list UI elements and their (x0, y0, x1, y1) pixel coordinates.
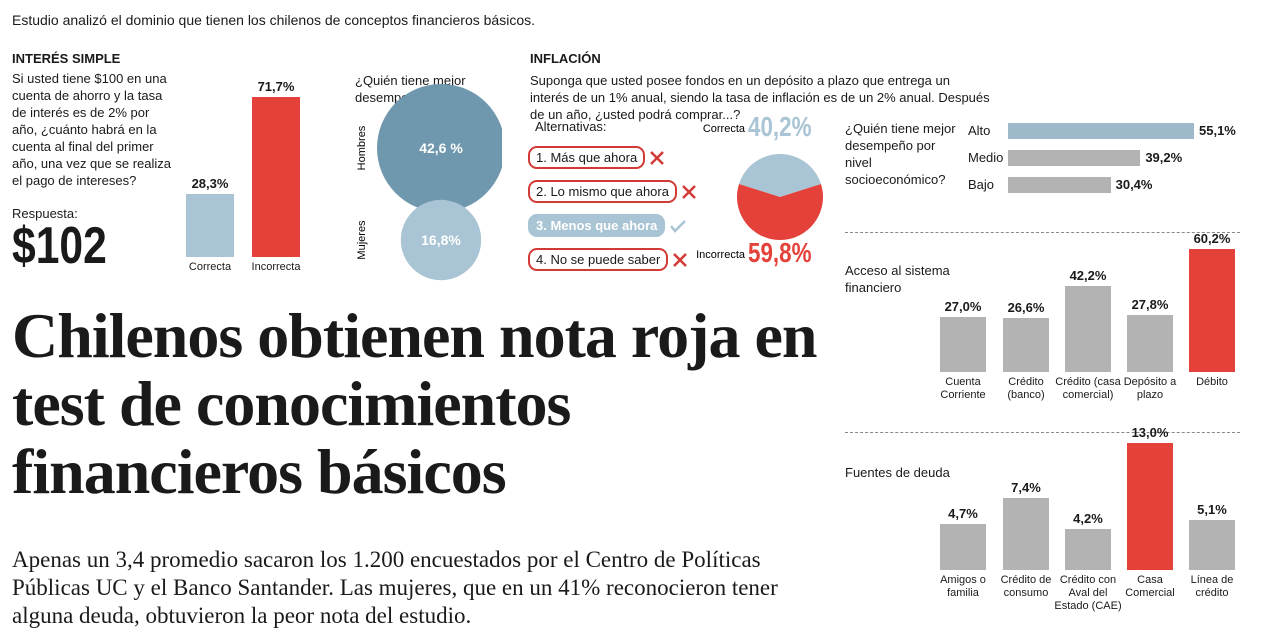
bar (1003, 317, 1049, 372)
value-label: 39,2% (1145, 150, 1183, 165)
alternative: 1. Más que ahora (528, 146, 669, 169)
category-label: Crédito (casa comercial) (1055, 376, 1121, 401)
value-label: 30,4% (1115, 177, 1153, 192)
cross-icon (682, 184, 696, 199)
category-label: Amigos o familia (940, 574, 986, 599)
value-label: 7,4% (1011, 479, 1041, 495)
bar (1003, 497, 1049, 570)
value-label: 40,2% (748, 112, 811, 143)
check-icon (670, 219, 687, 233)
category-label: Correcta (703, 123, 746, 135)
category-label: Bajo (968, 177, 995, 192)
bar (940, 524, 986, 570)
category-label: Incorrecta (251, 261, 301, 273)
bar (1065, 528, 1111, 570)
bar (1008, 150, 1141, 166)
bar (1065, 285, 1111, 372)
value-label: 13,0% (1131, 425, 1169, 440)
category-label: Crédito con Aval del Estado (CAE) (1054, 574, 1122, 612)
bar (186, 193, 234, 257)
bubble (377, 84, 502, 212)
value-label: 42,6 % (419, 140, 463, 156)
pie-slice (737, 183, 823, 240)
category-label: Crédito de consumo (1000, 574, 1052, 599)
alternative: 4. No se puede saber (528, 248, 692, 271)
value-label: 42,2% (1069, 267, 1107, 283)
category-label: Hombres (356, 125, 368, 170)
alternative-label: 2. Lo mismo que ahora (528, 180, 677, 203)
alternative-label: 3. Menos que ahora (528, 214, 666, 237)
category-label: Débito (1196, 376, 1228, 388)
value-label: 55,1% (1199, 123, 1236, 138)
bar (1189, 520, 1235, 570)
chart-title: Acceso al sistema financiero (845, 263, 950, 295)
value-label: 26,6% (1007, 299, 1045, 315)
category-label: Depósito a plazo (1123, 376, 1177, 401)
bubble (400, 199, 482, 281)
chart-title: Fuentes de deuda (845, 465, 950, 480)
bar (1127, 315, 1173, 372)
bubble-chart: 42,6 % Hombres 16,8% Mujeres (356, 84, 502, 281)
pie-slice (739, 153, 821, 197)
category-label: Casa Comercial (1125, 574, 1175, 599)
headline: Chilenos obtienen nota roja en test de c… (12, 300, 817, 507)
cross (682, 184, 696, 199)
value-label: 4,7% (948, 506, 978, 522)
question: Si usted tiene $100 en una cuenta de aho… (12, 71, 171, 188)
category-label: Crédito (banco) (1007, 376, 1045, 401)
bar (940, 316, 986, 372)
alternative-label: 4. No se puede saber (528, 248, 669, 271)
category-label: Medio (968, 150, 1004, 165)
alternatives-title: Alternativas: (535, 119, 607, 134)
category-label: Alto (968, 123, 991, 138)
separator (845, 232, 1240, 233)
chart-title: INTERÉS SIMPLE (12, 51, 121, 66)
cross (673, 252, 688, 267)
cross (650, 150, 665, 165)
cross-icon (673, 252, 688, 267)
question: Suponga que usted posee fondos en un dep… (530, 73, 990, 122)
chart-title: ¿Quién tiene mejor desempeño por nivel s… (845, 121, 956, 187)
value-label: 5,1% (1197, 502, 1227, 518)
category-label: Incorrecta (696, 249, 746, 261)
cross-icon (650, 150, 665, 165)
answer: $102 (12, 217, 107, 275)
value-label: 27,0% (944, 298, 982, 314)
alternative: 3. Menos que ahora (528, 214, 689, 237)
category-label: Mujeres (356, 220, 368, 260)
pie-chart: Correcta 40,2% Incorrecta 59,8% (696, 112, 823, 269)
bar (1127, 443, 1173, 570)
category-label: Línea de crédito (1190, 574, 1234, 599)
value-label: 27,8% (1131, 297, 1169, 313)
category-label: Cuenta Corriente (940, 376, 986, 401)
alternative-label: 1. Más que ahora (528, 146, 646, 169)
value-label: 59,8% (748, 238, 811, 269)
category-label: Correcta (188, 261, 232, 273)
intro: Estudio analizó el dominio que tienen lo… (12, 12, 535, 28)
bar (1008, 123, 1194, 139)
value-label: 16,8% (421, 232, 461, 248)
bar (252, 97, 300, 257)
value-label: 4,2% (1073, 510, 1103, 526)
value-label: 28,3% (191, 175, 229, 191)
chart-title: INFLACIÓN (530, 51, 601, 66)
bar (1189, 249, 1235, 372)
value-label: 60,2% (1193, 231, 1231, 246)
bar (1008, 177, 1111, 193)
separator (845, 432, 1240, 433)
answer-label: Respuesta: (12, 206, 78, 221)
body-text: Apenas un 3,4 promedio sacaron los 1.200… (12, 547, 778, 628)
value-label: 71,7% (257, 79, 295, 94)
check (670, 219, 687, 233)
alternative: 2. Lo mismo que ahora (528, 180, 701, 203)
